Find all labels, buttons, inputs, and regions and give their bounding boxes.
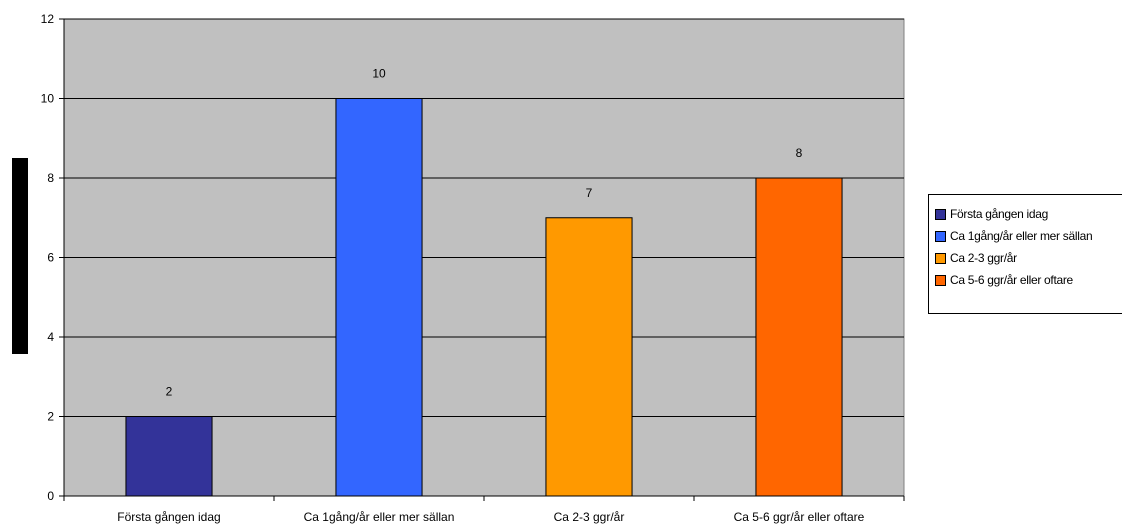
- legend-item: Första gången idag: [929, 203, 1122, 225]
- y-tick-label: 8: [47, 171, 54, 185]
- data-label: 2: [166, 385, 173, 399]
- legend-swatch: [935, 274, 946, 286]
- y-tick-label: 10: [41, 92, 55, 106]
- x-tick-label: Ca 5-6 ggr/år eller oftare: [734, 510, 865, 524]
- legend-item: Ca 5-6 ggr/år eller oftare: [929, 269, 1122, 291]
- y-tick-label: 12: [41, 12, 55, 26]
- legend-item: Ca 1gång/år eller mer sällan: [929, 225, 1122, 247]
- legend-item: Ca 2-3 ggr/år: [929, 247, 1122, 269]
- x-tick-label: Ca 1gång/år eller mer sällan: [304, 510, 455, 524]
- legend-swatch: [935, 230, 946, 242]
- legend-swatch: [935, 208, 946, 220]
- legend-swatch: [935, 252, 946, 264]
- y-tick-label: 2: [47, 410, 54, 424]
- legend-label: Ca 2-3 ggr/år: [950, 251, 1017, 265]
- data-label: 10: [372, 67, 386, 81]
- y-tick-label: 4: [47, 330, 54, 344]
- bar: [545, 217, 633, 497]
- bar: [335, 98, 423, 497]
- x-tick-label: Ca 2-3 ggr/år: [554, 510, 625, 524]
- y-tick-label: 0: [47, 489, 54, 503]
- bar: [755, 177, 843, 497]
- data-label: 8: [796, 146, 803, 160]
- legend-label: Första gången idag: [950, 207, 1049, 221]
- x-tick-label: Första gången idag: [117, 510, 220, 524]
- legend: Första gången idag Ca 1gång/år eller mer…: [928, 194, 1122, 314]
- y-tick-label: 6: [47, 251, 54, 265]
- legend-label: Ca 1gång/år eller mer sällan: [950, 229, 1093, 243]
- y-axis-label-redaction: [12, 158, 28, 354]
- data-label: 7: [586, 186, 593, 200]
- bar: [125, 416, 213, 497]
- legend-label: Ca 5-6 ggr/år eller oftare: [950, 273, 1073, 287]
